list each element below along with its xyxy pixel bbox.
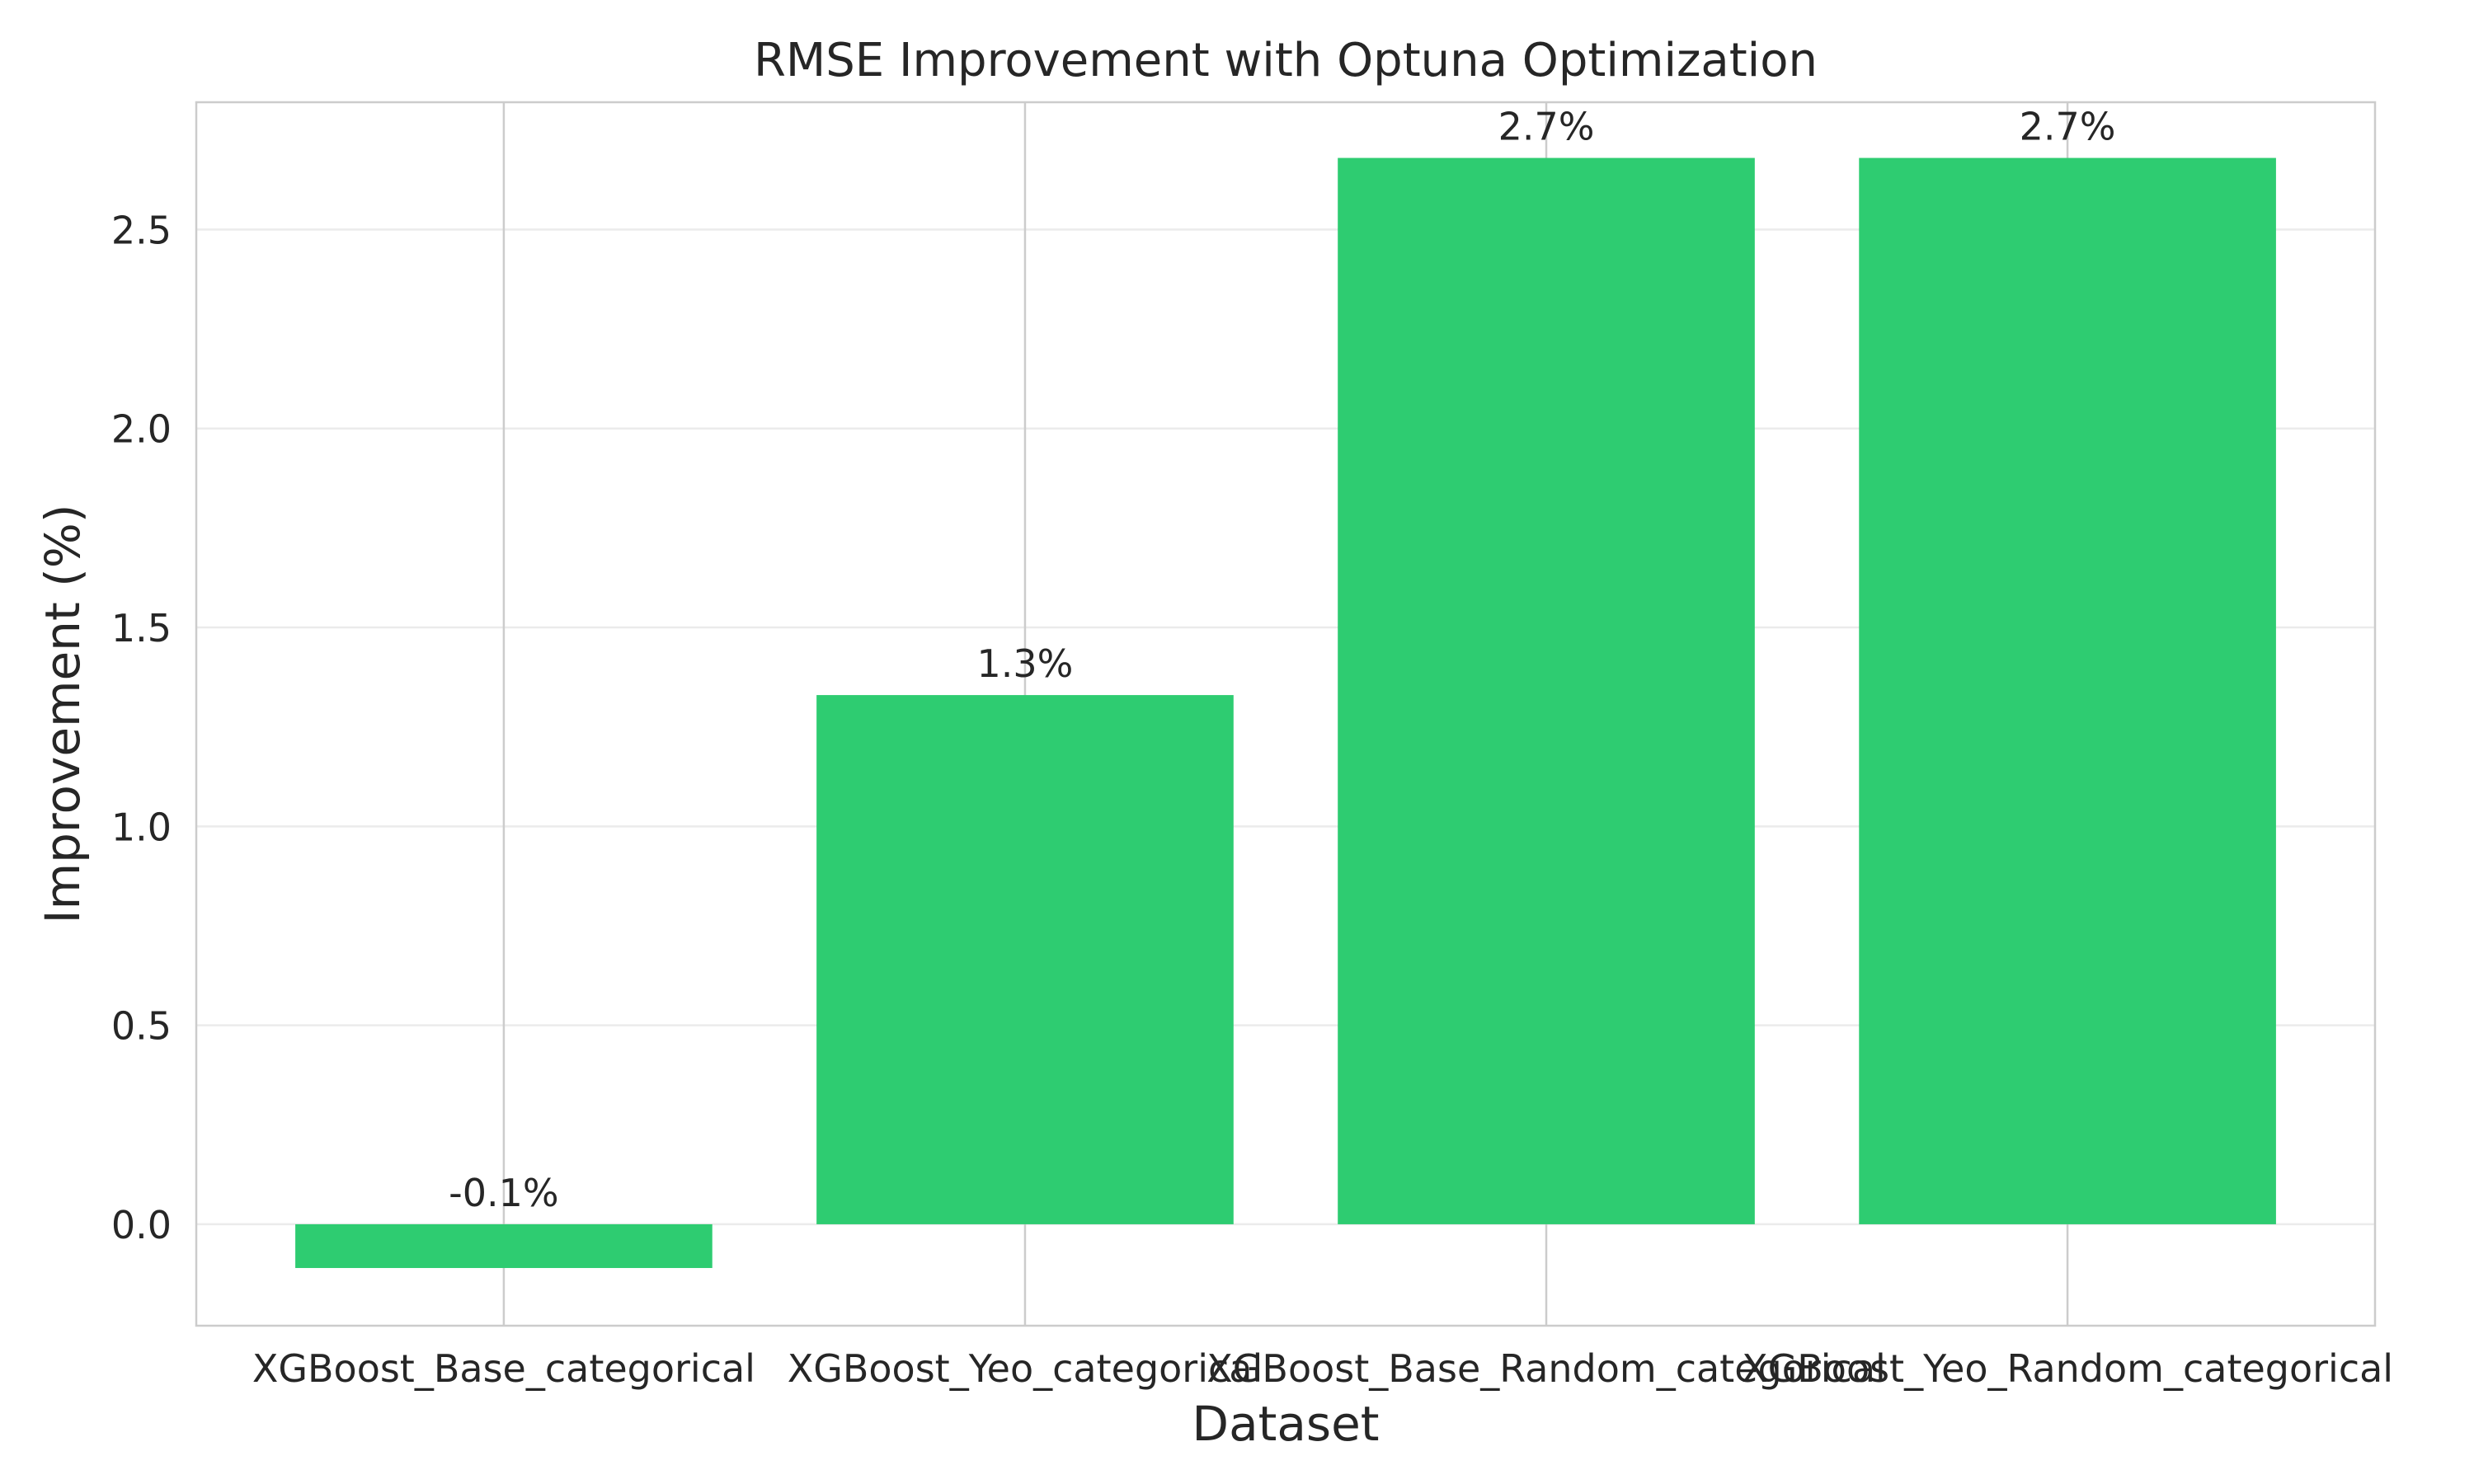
y-tick-label: 0.5 (111, 1004, 172, 1049)
chart-title: RMSE Improvement with Optuna Optimizatio… (754, 34, 1818, 87)
bar (295, 1223, 713, 1269)
y-tick-label: 2.5 (111, 208, 172, 252)
y-tick-label: 1.0 (111, 805, 172, 849)
y-tick-label: 1.5 (111, 606, 172, 650)
y-tick-labels: 0.0 0.5 1.0 1.5 2.0 2.5 (111, 208, 172, 1247)
x-tick-label: XGBoost_Yeo_categorical (788, 1346, 1263, 1391)
x-axis-label: Dataset (1192, 1396, 1379, 1452)
plot-frame (195, 101, 2377, 1327)
x-tick-labels: XGBoost_Base_categorical XGBoost_Yeo_cate… (252, 1346, 2393, 1391)
bar-value-labels: -0.1% 1.3% 2.7% 2.7% (449, 105, 2115, 1215)
bar-value-label: 2.7% (1498, 105, 1595, 149)
bar (1859, 157, 2276, 1224)
bar-value-label: 1.3% (977, 641, 1074, 686)
bars (295, 157, 2276, 1269)
x-tick-label: XGBoost_Base_Random_categorical (1206, 1346, 1886, 1391)
x-tick-label: XGBoost_Yeo_Random_categorical (1742, 1346, 2393, 1391)
bar (816, 695, 1234, 1224)
bar-value-label: -0.1% (449, 1171, 558, 1215)
y-tick-label: 2.0 (111, 407, 172, 452)
bar-value-label: 2.7% (2020, 105, 2116, 149)
bar (1338, 157, 1755, 1224)
y-tick-label: 0.0 (111, 1203, 172, 1247)
y-axis-label: Improvement (%) (35, 505, 91, 924)
x-tick-label: XGBoost_Base_categorical (252, 1346, 755, 1391)
